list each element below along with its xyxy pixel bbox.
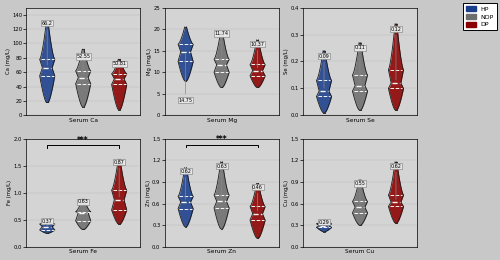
Text: 66.2: 66.2 xyxy=(42,21,52,65)
Y-axis label: Mg (mg/L): Mg (mg/L) xyxy=(148,48,152,75)
Legend: HP, NDP, DP: HP, NDP, DP xyxy=(463,3,497,30)
Text: 50.81: 50.81 xyxy=(112,61,126,76)
Text: 0.46: 0.46 xyxy=(252,185,263,211)
X-axis label: Serum Se: Serum Se xyxy=(346,118,374,123)
Text: 52.55: 52.55 xyxy=(76,54,90,75)
X-axis label: Serum Mg: Serum Mg xyxy=(206,118,236,123)
Text: 0.37: 0.37 xyxy=(42,219,52,227)
Text: 0.12: 0.12 xyxy=(390,27,402,80)
Text: 0.11: 0.11 xyxy=(354,46,366,83)
Text: 0.62: 0.62 xyxy=(390,164,402,199)
Y-axis label: Fe (mg/L): Fe (mg/L) xyxy=(8,180,12,205)
Y-axis label: Ca (mg/L): Ca (mg/L) xyxy=(6,48,10,74)
Text: 0.09: 0.09 xyxy=(318,54,330,88)
Y-axis label: Cu (mg/L): Cu (mg/L) xyxy=(284,180,289,206)
Text: ***: *** xyxy=(78,136,89,145)
Text: 0.63: 0.63 xyxy=(78,199,88,210)
Text: 0.62: 0.62 xyxy=(180,169,191,199)
Text: 0.29: 0.29 xyxy=(318,220,330,226)
Y-axis label: Zn (mg/L): Zn (mg/L) xyxy=(146,180,150,206)
X-axis label: Serum Ca: Serum Ca xyxy=(68,118,98,123)
X-axis label: Serum Zn: Serum Zn xyxy=(207,249,236,255)
X-axis label: Serum Cu: Serum Cu xyxy=(346,249,374,255)
Y-axis label: Se (mg/L): Se (mg/L) xyxy=(284,49,289,74)
Text: 0.55: 0.55 xyxy=(354,181,366,204)
Text: 0.87: 0.87 xyxy=(114,160,124,197)
Text: 14.75: 14.75 xyxy=(178,55,192,103)
Text: 0.63: 0.63 xyxy=(216,164,227,199)
Text: 11.74: 11.74 xyxy=(214,31,228,62)
Text: 10.37: 10.37 xyxy=(250,42,264,68)
Text: ***: *** xyxy=(216,135,228,144)
X-axis label: Serum Fe: Serum Fe xyxy=(69,249,97,255)
